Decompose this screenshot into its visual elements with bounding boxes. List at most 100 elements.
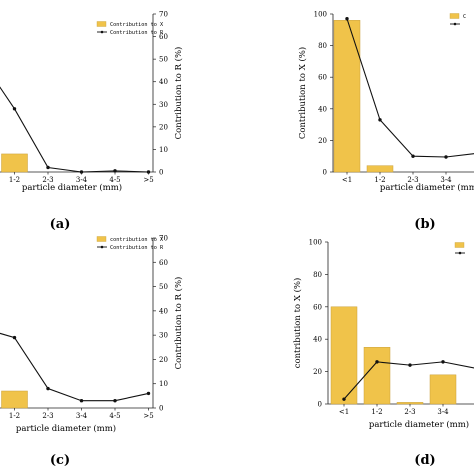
y-tick-label: 20	[313, 368, 322, 376]
y-tick-label: 40	[159, 307, 168, 315]
line-point	[79, 399, 84, 403]
x-tick-label: 3-4	[76, 176, 88, 184]
bar-mark	[1, 390, 28, 409]
legend	[454, 242, 465, 255]
bar-mark	[333, 20, 361, 173]
x-tick-label: 2-3	[404, 408, 415, 416]
legend-swatch-point	[458, 251, 462, 255]
panel-label: (b)	[414, 217, 435, 232]
x-tick-label: 2-3	[407, 176, 418, 184]
chart-panel-2: 0 20 40 60 80 100 Contribution to X (%) <1 1-2 2-…	[297, 11, 474, 232]
y-tick-label: 80	[313, 271, 322, 279]
y-tick-label: 100	[309, 239, 322, 247]
y-tick-label: 60	[159, 259, 168, 267]
x-tick-label: 1-2	[9, 412, 20, 420]
x-tick-label: 1-2	[9, 176, 20, 184]
legend-swatch-point	[453, 22, 457, 26]
bar-mark	[396, 402, 424, 405]
chart-panel-3: 0 10 20 30 40 50 60 70 Contribution to R (%) 1-2 2…	[0, 235, 184, 468]
legend-label: Contribution to R	[110, 245, 164, 251]
line-point	[46, 165, 50, 170]
y-tick-label: 0	[159, 169, 163, 177]
y-tick-label: 50	[159, 56, 168, 64]
y-tick-label: 20	[318, 137, 327, 145]
line-point	[12, 335, 17, 340]
bar-mark	[330, 306, 358, 405]
legend-swatch-bar	[454, 242, 465, 248]
y-tick-label: 10	[159, 380, 168, 388]
y-tick-label: 10	[159, 146, 168, 154]
x-axis-title: particle diameter (mm)	[369, 419, 469, 430]
bar-mark	[363, 347, 391, 405]
line-point	[146, 391, 151, 396]
x-tick-label: 2-3	[42, 176, 53, 184]
x-tick-label: <1	[339, 408, 349, 416]
x-tick-label: 3-4	[440, 176, 452, 184]
y-tick-label: 80	[318, 42, 327, 50]
y-tick-label: 70	[159, 11, 168, 19]
legend-label: contribution to X	[110, 237, 164, 243]
x-axis-title: particle diameter (mm)	[22, 182, 122, 193]
legend-swatch-point	[100, 245, 104, 249]
legend: contribution to X Contribution to R	[96, 236, 164, 251]
y-tick-label: 40	[318, 105, 327, 113]
bar-mark	[366, 165, 394, 173]
y-tick-label: 40	[313, 336, 322, 344]
x-tick-label: 3-4	[437, 408, 449, 416]
y-axis-title: Contribution to R (%)	[173, 47, 184, 140]
line-point	[342, 397, 346, 401]
series-line	[0, 332, 149, 402]
chart-panel-4: 0 20 40 60 80 100 contribution to X (%) <1 1-2 2-…	[292, 239, 474, 468]
panel-label: (c)	[50, 453, 70, 468]
legend-swatch-bar	[96, 21, 107, 27]
x-tick-label: >5	[143, 176, 153, 184]
legend-label: C	[463, 14, 466, 20]
y-tick-label: 20	[159, 356, 168, 364]
line-point	[375, 360, 379, 364]
y-tick-label: 0	[323, 169, 327, 177]
x-tick-label: 4-5	[109, 412, 120, 420]
y-tick-label: 20	[159, 123, 168, 131]
y-axis-title: Contribution to R (%)	[173, 277, 184, 370]
line-point	[378, 118, 382, 122]
chart-panel-1: 0 10 20 30 40 50 60 70 Contribution to R (%) 1-2 2…	[0, 11, 184, 232]
x-tick-label: <1	[342, 176, 352, 184]
legend-label: Contribution to R	[110, 30, 164, 36]
legend: C	[449, 13, 466, 26]
legend-swatch-bar	[449, 13, 460, 19]
bar-mark	[429, 374, 457, 405]
y-tick-label: 60	[318, 74, 327, 82]
x-tick-label: 3-4	[76, 412, 88, 420]
y-tick-label: 30	[159, 101, 168, 109]
series-line	[0, 86, 149, 173]
y-tick-label: 60	[313, 303, 322, 311]
y-tick-label: 60	[159, 33, 168, 41]
line-point	[113, 399, 117, 403]
x-axis-title: particle diameter (mm)	[16, 423, 116, 434]
y-axis-title: contribution to X (%)	[292, 278, 303, 369]
line-point	[113, 169, 117, 173]
line-point	[46, 386, 50, 391]
line-point	[12, 107, 17, 111]
line-point	[444, 155, 448, 159]
line-point	[411, 154, 415, 158]
legend-label: Contribution to X	[110, 22, 164, 28]
x-tick-label: 2-3	[42, 412, 53, 420]
x-tick-label: >5	[143, 412, 153, 420]
panel-label: (d)	[414, 453, 435, 468]
y-axis-title: Contribution to X (%)	[297, 47, 308, 139]
legend-swatch-bar	[96, 236, 107, 242]
bar-mark	[1, 153, 28, 173]
x-tick-label: 4-5	[109, 176, 120, 184]
x-tick-label: 1-2	[374, 176, 385, 184]
y-tick-label: 0	[318, 401, 322, 409]
y-tick-label: 40	[159, 78, 168, 86]
panel-label: (a)	[50, 217, 71, 232]
series-line	[346, 18, 474, 158]
legend: Contribution to X Contribution to R	[96, 21, 164, 36]
y-tick-label: 50	[159, 283, 168, 291]
x-axis-title: particle diameter (mm)	[380, 182, 474, 193]
y-tick-label: 30	[159, 332, 168, 340]
line-point	[408, 363, 412, 367]
